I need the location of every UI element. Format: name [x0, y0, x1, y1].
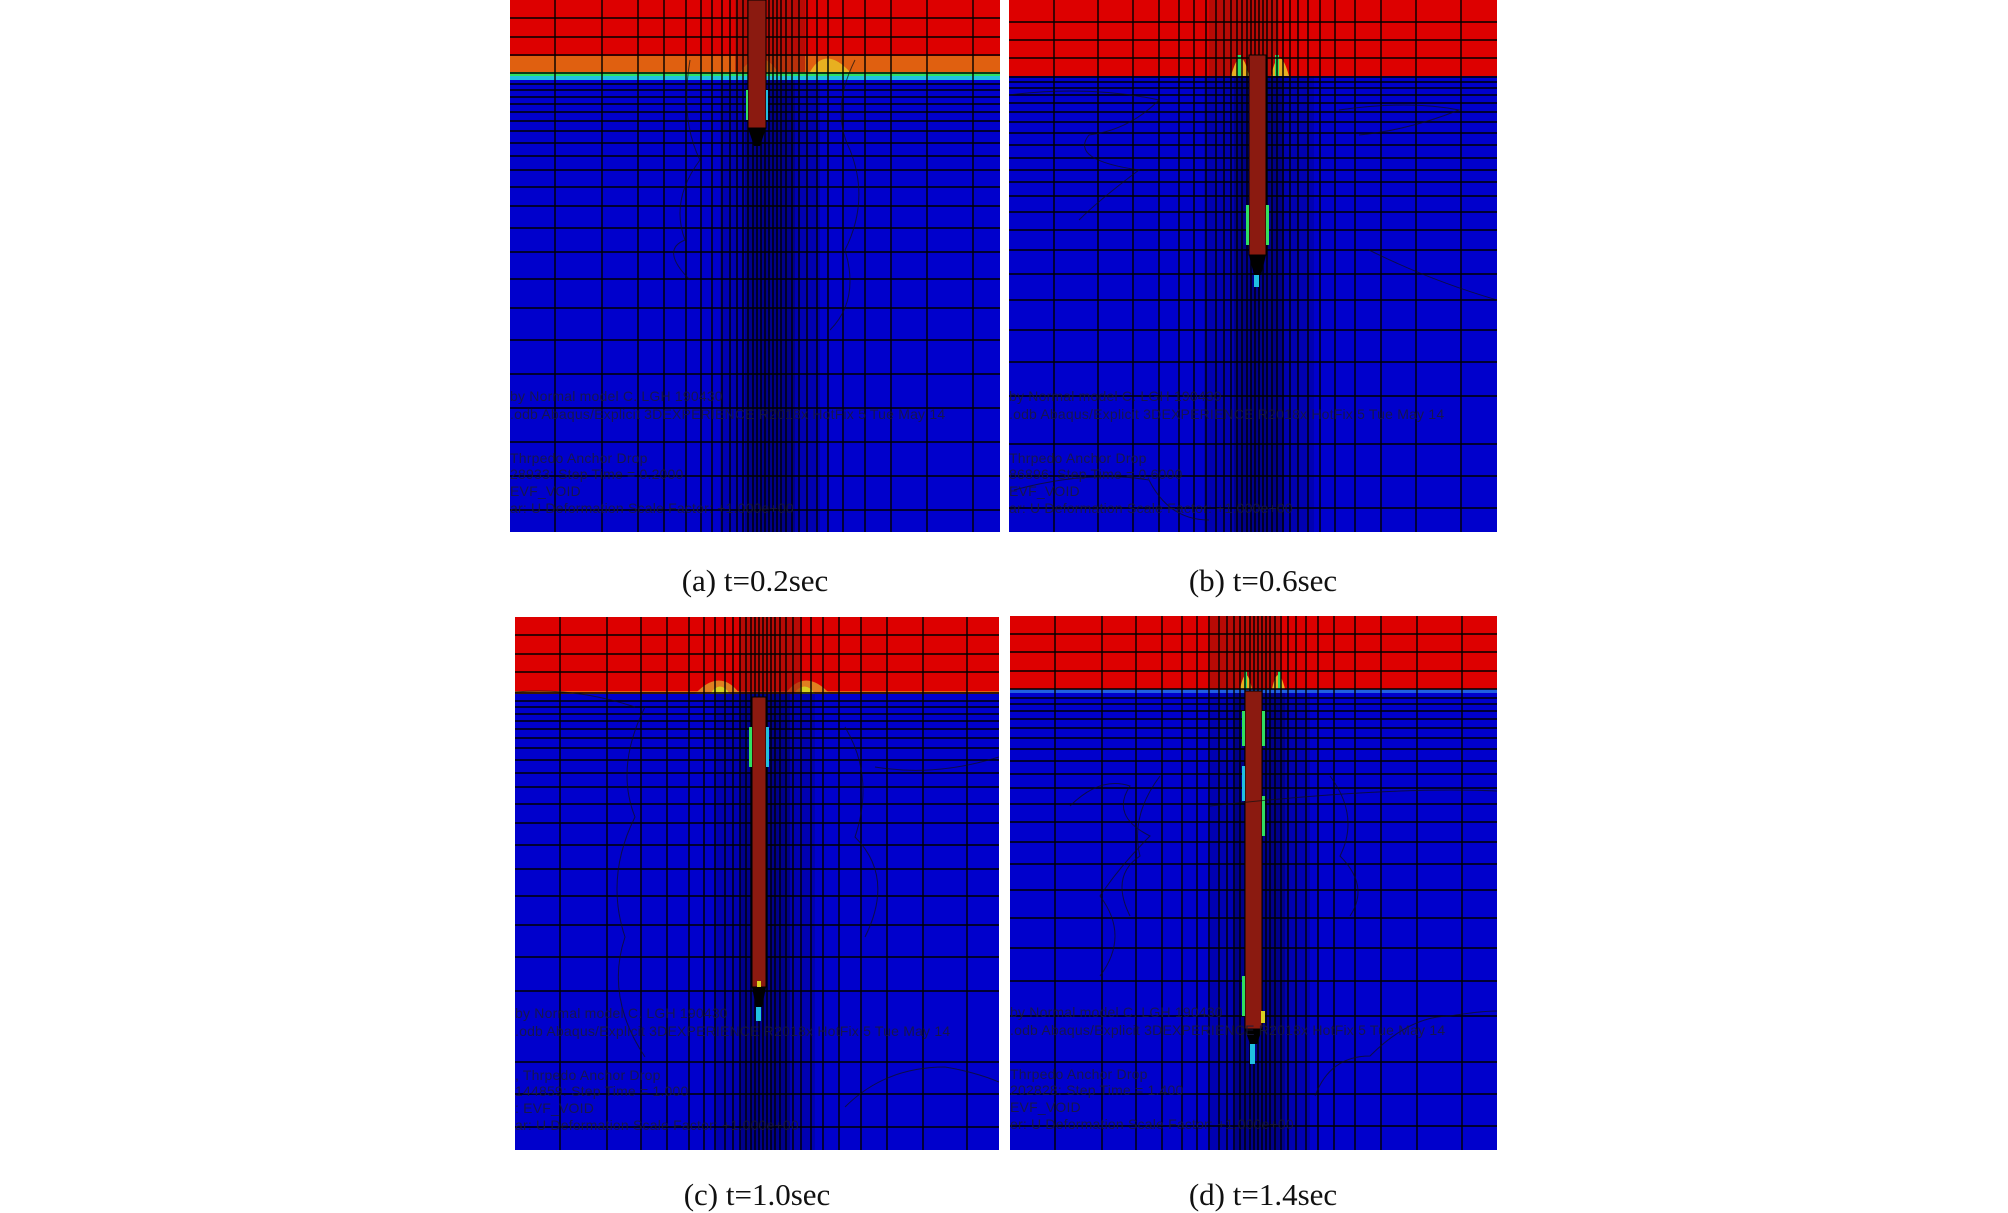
- caption-d: (d) t=1.4sec: [1188, 1177, 1338, 1212]
- panel-b-torpedo-anchor: [1246, 54, 1269, 287]
- panel-b-contour-plot: [1009, 0, 1497, 532]
- panel-b-overlay-line2: .odb Abaqus/Explicit 3DEXPERIENCE R2018x…: [1009, 406, 1445, 422]
- panel-d-simulation: by Normal model C. LGH 190430 .odb Abaqu…: [1010, 616, 1497, 1150]
- panel-c-overlay-line1: by Normal model C. LGH 190430: [515, 1005, 728, 1021]
- panel-a-overlay-line4: 28933: Step Time = 0.2000: [510, 466, 684, 482]
- panel-a-overlay-line3: Thrpedo Anchor Drop: [510, 450, 648, 466]
- panel-a-contour-plot: [510, 0, 1000, 532]
- panel-a-simulation: by Normal model C. LGH 190430 .odb Abaqu…: [510, 0, 1000, 532]
- panel-a-overlay-line5: EVF_VOID: [510, 483, 581, 499]
- panel-b-overlay-line4: 86896: Step Time = 0.6000: [1009, 466, 1183, 482]
- panel-d-overlay-line3: Thrpedo Anchor Drop: [1010, 1066, 1148, 1082]
- panel-c-overlay-line6: ar: U Deformation Scale Factor: +1.000e+…: [515, 1117, 799, 1133]
- panel-a-overlay-line6: ar: U Deformation Scale Factor: +1.000e+…: [510, 500, 794, 516]
- panel-d-overlay-line1: by Normal model C. LGH 190430: [1010, 1004, 1223, 1020]
- panel-c-overlay-line3: , Thrpedo Anchor Drop: [515, 1067, 661, 1083]
- panel-b-overlay-line6: ar: U Deformation Scale Factor: +1.000e+…: [1009, 500, 1293, 516]
- panel-b-overlay-line5: EVF_VOID: [1009, 483, 1080, 499]
- panel-c-overlay-line4: 144859: Step Time = 1.000: [515, 1083, 689, 1099]
- caption-a: (a) t=0.2sec: [681, 563, 829, 598]
- caption-b: (b) t=0.6sec: [1188, 563, 1338, 598]
- panel-c-contour-plot: [515, 617, 999, 1150]
- panel-c-torpedo-anchor: [749, 696, 769, 1021]
- panel-c-overlay-line5: : EVF_VOID: [515, 1100, 595, 1116]
- panel-c-overlay-line2: .odb Abaqus/Explicit 3DEXPERIENCE R2018x…: [515, 1023, 951, 1039]
- panel-b-overlay-line1: by Normal model C. LGH 190430: [1009, 388, 1222, 404]
- caption-c: (c) t=1.0sec: [683, 1177, 831, 1212]
- panel-b-overlay-line3: Thrpedo Anchor Drop: [1009, 450, 1147, 466]
- panel-a-overlay-line1: by Normal model C. LGH 190430: [510, 388, 723, 404]
- panel-a-torpedo-anchor: [746, 0, 768, 146]
- panel-b-simulation: by Normal model C. LGH 190430 .odb Abaqu…: [1009, 0, 1497, 532]
- panel-d-overlay-line2: .odb Abaqus/Explicit 3DEXPERIENCE R2018x…: [1010, 1022, 1446, 1038]
- panel-a-overlay-line2: .odb Abaqus/Explicit 3DEXPERIENCE R2018x…: [510, 406, 946, 422]
- panel-c-simulation: by Normal model C. LGH 190430 .odb Abaqu…: [515, 617, 999, 1150]
- panel-d-mesh-grid: [1010, 616, 1497, 1150]
- panel-d-overlay-line5: EVF_VOID: [1010, 1099, 1081, 1115]
- panel-d-torpedo-anchor: [1242, 690, 1265, 1064]
- panel-d-overlay-line6: er: U Deformation Scale Factor: +1.000e+…: [1010, 1116, 1294, 1132]
- panel-d-overlay-line4: 202828: Step Time = 1.400: [1010, 1082, 1184, 1098]
- panel-d-contour-plot: [1010, 616, 1497, 1150]
